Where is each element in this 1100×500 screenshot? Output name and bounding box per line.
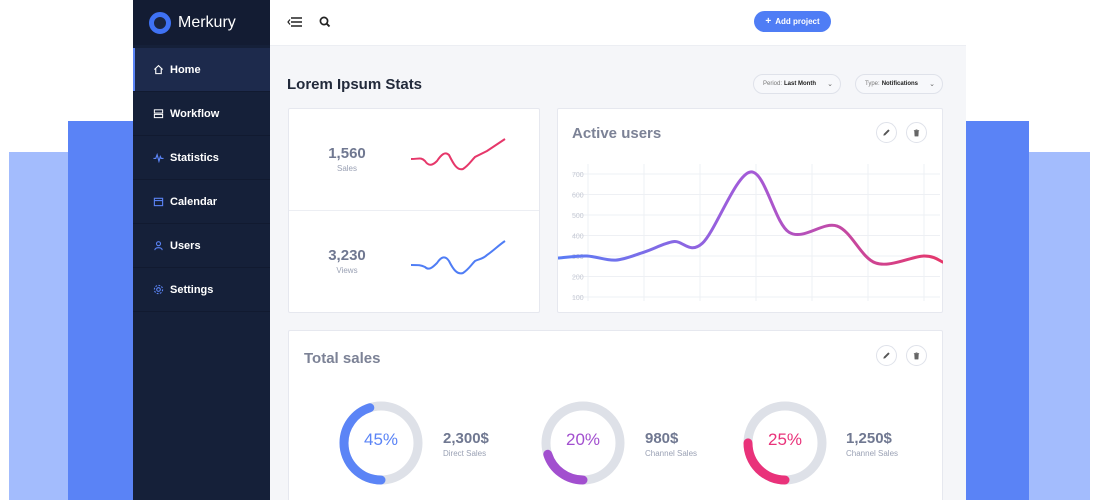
sidebar-item-statistics[interactable]: Statistics <box>133 136 270 180</box>
stats-card: 1,560 Sales 3,230 Views <box>288 108 540 313</box>
pencil-icon <box>883 129 890 136</box>
chevron-down-icon: ⌄ <box>929 81 935 88</box>
y-tick-label: 600 <box>572 193 584 200</box>
home-icon <box>153 64 164 75</box>
y-tick-label: 400 <box>572 234 584 241</box>
sidebar-item-label: Calendar <box>170 195 218 208</box>
delete-button[interactable] <box>906 345 927 366</box>
stat-label: Sales <box>336 164 357 173</box>
add-project-label: Add project <box>775 17 820 26</box>
stat-sales: 1,560 Sales <box>289 109 539 210</box>
stat-label: Views <box>336 266 358 275</box>
type-dropdown[interactable]: Type: Notifications ⌄ <box>855 74 943 94</box>
donut-arc <box>743 401 827 485</box>
sidebar-item-home[interactable]: Home <box>133 48 270 92</box>
trash-icon <box>913 352 920 360</box>
sidebar-item-users[interactable]: Users <box>133 224 270 268</box>
add-project-button[interactable]: + Add project <box>754 11 831 32</box>
stat-views: 3,230 Views <box>289 211 539 312</box>
sale-label: Channel Sales <box>645 449 698 458</box>
y-tick-label: 200 <box>572 275 584 282</box>
sidebar-item-workflow[interactable]: Workflow <box>133 92 270 136</box>
sidebar-item-label: Users <box>170 239 201 252</box>
active-users-line <box>558 170 943 266</box>
brand-name: Merkury <box>178 13 236 31</box>
statistics-icon <box>153 152 164 163</box>
donut-arc <box>339 401 423 485</box>
period-label: Period: <box>763 81 783 87</box>
period-value: Last Month <box>784 81 817 87</box>
y-tick-label: 500 <box>572 213 584 220</box>
sidebar-item-label: Statistics <box>170 151 219 164</box>
donut-percent: 45% <box>363 430 399 449</box>
trash-icon <box>913 129 920 137</box>
stat-value: 1,560 <box>328 145 366 162</box>
type-value: Notifications <box>881 81 919 87</box>
menu-toggle-icon[interactable] <box>286 14 304 30</box>
dashboard-window: Merkury Home Workflow Statistics <box>133 0 966 500</box>
calendar-icon <box>153 196 164 207</box>
sale-label: Direct Sales <box>443 449 487 458</box>
donut-channel-sales-2: 25% <box>742 400 828 486</box>
sidebar: Merkury Home Workflow Statistics <box>133 0 270 500</box>
sidebar-item-label: Settings <box>170 283 214 296</box>
pencil-icon <box>883 352 890 359</box>
sale-label: Channel Sales <box>846 449 899 458</box>
donut-direct-sales: 45% <box>338 400 424 486</box>
edit-button[interactable] <box>876 345 897 366</box>
donut-percent: 20% <box>565 430 601 449</box>
card-title: Active users <box>572 125 662 142</box>
user-icon <box>153 240 164 251</box>
sidebar-nav: Home Workflow Statistics Calendar <box>133 48 270 312</box>
donut-percent: 25% <box>767 430 803 449</box>
views-sparkline <box>410 240 506 275</box>
donut-channel-sales-1: 20% <box>540 400 626 486</box>
period-dropdown[interactable]: Period: Last Month ⌄ <box>753 74 841 94</box>
logo-icon <box>149 11 171 34</box>
sale-value: 980$ <box>645 430 679 447</box>
search-icon[interactable] <box>316 14 334 30</box>
donut-arc <box>541 401 625 485</box>
sidebar-item-label: Workflow <box>170 107 220 120</box>
type-label: Type: <box>865 81 880 87</box>
card-title: Total sales <box>304 350 381 367</box>
chevron-down-icon: ⌄ <box>827 81 833 88</box>
plus-icon: + <box>765 16 772 27</box>
active-users-card: Active users 100 200 300 400 500 600 700 <box>557 108 943 313</box>
workflow-icon <box>153 108 164 119</box>
sale-value: 1,250$ <box>846 430 892 447</box>
sales-sparkline <box>410 138 506 171</box>
stat-value: 3,230 <box>328 247 366 264</box>
page-title: Lorem Ipsum Stats <box>287 76 423 93</box>
brand[interactable]: Merkury <box>133 0 270 45</box>
edit-button[interactable] <box>876 122 897 143</box>
y-tick-label: 700 <box>572 172 584 179</box>
sidebar-item-calendar[interactable]: Calendar <box>133 180 270 224</box>
divider <box>289 210 539 211</box>
y-tick-label: 100 <box>572 295 584 302</box>
delete-button[interactable] <box>906 122 927 143</box>
sale-value: 2,300$ <box>443 430 489 447</box>
topbar: + Add project ▼ <box>270 0 966 46</box>
sidebar-item-label: Home <box>170 63 201 76</box>
settings-icon <box>153 284 164 295</box>
sidebar-item-settings[interactable]: Settings <box>133 268 270 312</box>
